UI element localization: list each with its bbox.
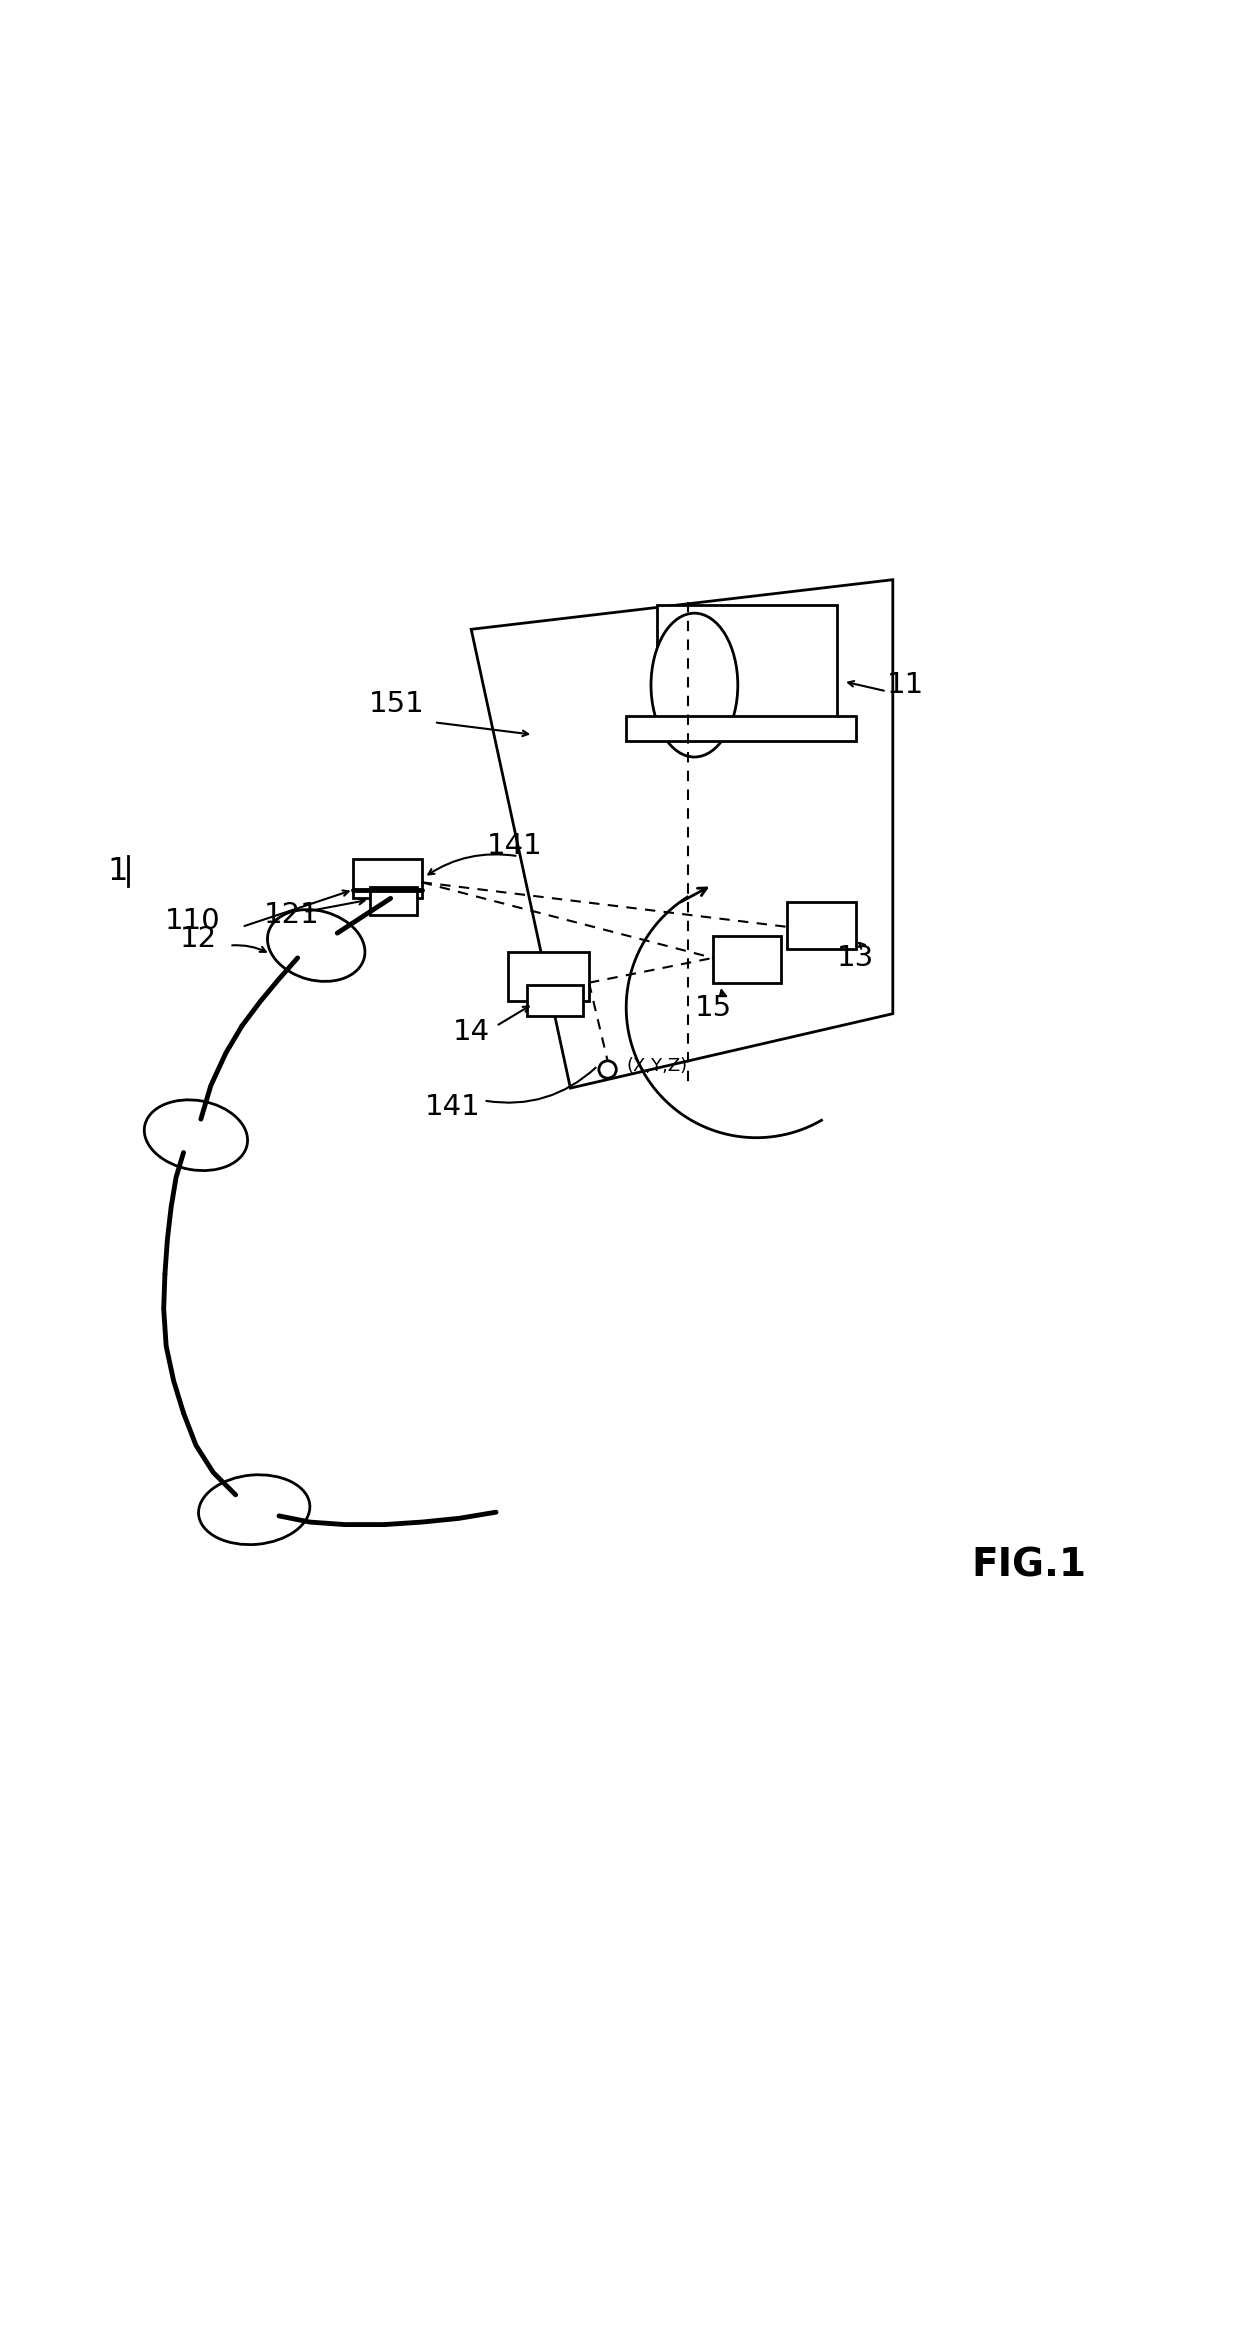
Circle shape [599,1060,616,1079]
Text: 12: 12 [180,925,217,953]
Bar [626,716,856,742]
Text: 11: 11 [887,672,924,700]
Bar [787,902,856,949]
Text: (X,Y,Z): (X,Y,Z) [626,1058,687,1074]
Bar [527,986,583,1016]
Ellipse shape [144,1100,248,1169]
Bar [713,935,781,983]
Text: 151: 151 [370,691,424,718]
Polygon shape [471,579,893,1088]
Text: 15: 15 [694,993,732,1021]
Ellipse shape [651,614,738,758]
Text: 1: 1 [108,856,128,886]
Text: 110: 110 [165,907,219,935]
Text: 121: 121 [264,900,319,928]
Text: 13: 13 [837,944,874,972]
Text: 141: 141 [425,1093,480,1121]
Bar [657,604,837,735]
Bar [508,951,589,1002]
Bar [353,858,422,897]
Text: 141: 141 [487,832,542,860]
Bar [370,888,417,914]
Ellipse shape [268,909,365,981]
Ellipse shape [198,1474,310,1544]
Text: 14: 14 [453,1018,490,1046]
Text: FIG.1: FIG.1 [972,1546,1086,1586]
